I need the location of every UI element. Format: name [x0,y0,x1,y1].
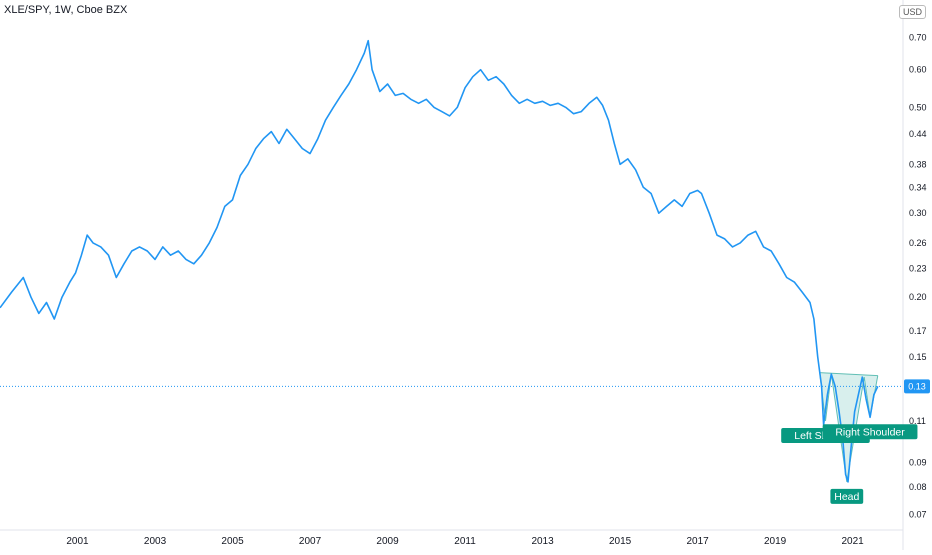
annotation-box-1 [830,488,864,504]
y-tick-label-0: 0.70 [909,33,927,43]
neckline [819,372,878,377]
annotation-label-1: Head [834,491,859,503]
x-tick-label-7: 2015 [609,536,632,547]
y-tick-label-4: 0.38 [909,159,927,169]
last-price-label: 0.13 [908,381,926,391]
annotation-label-2: Right Shoulder [835,426,905,438]
x-tick-label-5: 2011 [454,536,476,547]
y-tick-label-16: 0.07 [909,510,927,520]
y-tick-label-11: 0.15 [909,352,927,362]
x-tick-label-8: 2017 [686,536,709,547]
last-price-tag [904,379,930,394]
y-tick-label-10: 0.17 [909,326,927,336]
x-tick-label-6: 2013 [531,536,554,547]
annotation-box-2 [822,424,918,440]
y-tick-label-9: 0.20 [909,292,927,302]
symbol-title: XLE/SPY, 1W, Cboe BZX [4,4,128,16]
x-tick-label-0: 2001 [66,536,89,547]
y-tick-label-13: 0.11 [909,416,926,426]
x-tick-label-10: 2021 [841,536,864,547]
x-tick-label-9: 2019 [764,536,787,547]
x-tick-label-4: 2009 [376,536,399,547]
y-tick-label-1: 0.60 [909,65,927,75]
currency-badge[interactable]: USD [898,5,926,19]
x-tick-label-2: 2005 [221,536,244,547]
y-tick-label-2: 0.50 [909,102,927,112]
y-tick-label-15: 0.08 [909,482,927,492]
y-tick-label-5: 0.34 [909,182,927,192]
y-tick-label-3: 0.44 [909,129,927,139]
x-tick-label-3: 2007 [299,536,322,547]
y-tick-label-8: 0.23 [909,263,927,273]
y-tick-label-6: 0.30 [909,208,927,218]
y-tick-label-7: 0.26 [909,238,927,248]
price-line[interactable] [0,39,879,483]
y-tick-label-14: 0.09 [909,458,927,468]
x-tick-label-1: 2003 [144,536,167,547]
